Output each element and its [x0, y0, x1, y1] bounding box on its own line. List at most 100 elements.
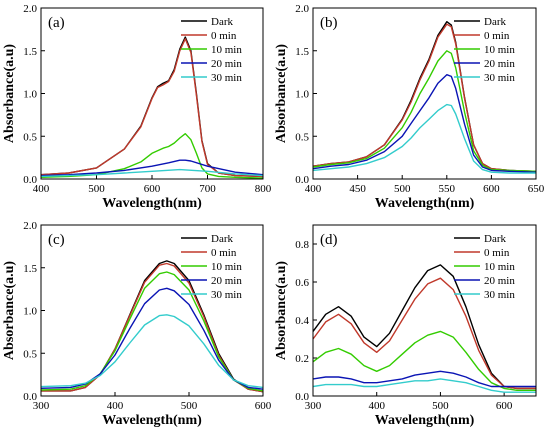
chart-panel: 300 400 500 600 0.0 0.2 0.4 0.6 0.8 (d) Wavelength…	[274, 224, 537, 428]
legend-label: Dark	[211, 233, 233, 245]
series-line	[41, 38, 263, 178]
x-tick-label: 400	[368, 400, 385, 412]
series-line	[313, 330, 536, 391]
x-tick-label: 600	[496, 400, 513, 412]
y-tick-label: 0.5	[23, 131, 37, 143]
chart-panel: 300 400 500 600 0.0 0.5 1.0 1.5 2.0 (c) Wavelength…	[2, 220, 272, 428]
x-tick-label: 500	[181, 400, 198, 412]
legend-label: 20 min	[484, 275, 515, 287]
series-line	[313, 103, 536, 174]
plot-frame	[40, 7, 264, 180]
series-group	[41, 36, 263, 179]
series-group	[313, 21, 536, 174]
series-line	[313, 73, 536, 173]
legend-label: 0 min	[484, 30, 510, 42]
legend-label: 0 min	[211, 247, 237, 259]
legend-label: 20 min	[484, 58, 515, 70]
legend-label: 30 min	[211, 289, 242, 301]
legend: Dark 0 min 10 min 20 min 30 min	[181, 233, 242, 301]
y-tick-label: 1.0	[23, 306, 37, 318]
legend: Dark 0 min 10 min 20 min 30 min	[454, 16, 515, 84]
legend-label: 20 min	[211, 58, 242, 70]
y-tick-label: 1.0	[295, 89, 309, 101]
series-group	[313, 264, 536, 393]
y-tick-label: 0.0	[295, 174, 309, 186]
x-tick-label: 500	[394, 183, 411, 195]
y-tick-label: 1.0	[23, 89, 37, 101]
legend-label: 30 min	[211, 72, 242, 84]
x-tick-label: 400	[305, 183, 322, 195]
chart-panel: 400 450 500 550 600 650 0.0 0.5 1.0 1.5 2.0 (b) Wave…	[274, 3, 545, 211]
x-tick-label: 400	[33, 183, 50, 195]
series-line	[41, 168, 263, 178]
series-group	[41, 260, 263, 393]
x-tick-label: 600	[483, 183, 500, 195]
y-tick-label: 0.5	[295, 131, 309, 143]
x-tick-label: 600	[255, 400, 272, 412]
series-line	[41, 159, 263, 177]
y-tick-label: 0.8	[295, 239, 309, 251]
y-axis-label: Absorbance(a.u)	[2, 44, 17, 144]
x-axis-label: Wavelength(nm)	[102, 413, 202, 428]
legend-label: 20 min	[211, 275, 242, 287]
y-tick-label: 0.0	[295, 391, 309, 403]
legend: Dark 0 min 10 min 20 min 30 min	[454, 233, 515, 301]
y-tick-label: 1.5	[295, 46, 309, 58]
y-tick-label: 0.4	[295, 315, 309, 327]
x-tick-label: 450	[349, 183, 366, 195]
y-tick-label: 0.2	[295, 353, 309, 365]
x-tick-label: 800	[255, 183, 272, 195]
y-tick-label: 2.0	[23, 3, 37, 15]
y-axis-label: Absorbance(a.u)	[2, 261, 17, 361]
x-axis-label: Wavelength(nm)	[102, 196, 202, 211]
y-tick-label: 0.0	[23, 174, 37, 186]
x-axis-label: Wavelength(nm)	[375, 196, 475, 211]
legend-label: 30 min	[484, 289, 515, 301]
x-tick-label: 700	[199, 183, 216, 195]
legend-label: Dark	[484, 16, 506, 28]
legend-label: 10 min	[211, 44, 242, 56]
x-tick-label: 600	[144, 183, 161, 195]
legend-label: Dark	[484, 233, 506, 245]
legend-label: 10 min	[211, 261, 242, 273]
y-tick-label: 0.0	[23, 391, 37, 403]
legend-label: 0 min	[211, 30, 237, 42]
x-axis-label: Wavelength(nm)	[375, 413, 475, 428]
panel-label: (d)	[320, 232, 338, 248]
series-line	[313, 264, 536, 390]
x-tick-label: 300	[305, 400, 322, 412]
y-tick-label: 2.0	[295, 3, 309, 15]
x-tick-label: 650	[528, 183, 545, 195]
series-line	[313, 50, 536, 172]
chart-panel: 400 500 600 700 800 0.0 0.5 1.0 1.5 2.0 (a) Wavelen…	[2, 3, 272, 211]
series-line	[41, 314, 263, 389]
legend-label: 10 min	[484, 261, 515, 273]
x-tick-label: 300	[33, 400, 50, 412]
y-axis-label: Absorbance(a.u)	[274, 44, 289, 144]
legend: Dark 0 min 10 min 20 min 30 min	[181, 16, 242, 84]
plot-frame	[312, 7, 537, 180]
y-tick-label: 0.6	[295, 277, 309, 289]
panel-label: (b)	[320, 15, 338, 31]
panel-label: (c)	[48, 232, 65, 248]
legend-label: 0 min	[484, 247, 510, 259]
y-tick-label: 1.5	[23, 263, 37, 275]
legend-label: Dark	[211, 16, 233, 28]
y-tick-label: 0.5	[23, 348, 37, 360]
series-line	[313, 370, 536, 388]
series-line	[313, 23, 536, 172]
series-line	[41, 287, 263, 390]
x-tick-label: 500	[88, 183, 105, 195]
plot-frame	[40, 224, 264, 397]
x-tick-label: 500	[432, 400, 449, 412]
series-line	[313, 277, 536, 390]
series-line	[41, 132, 263, 179]
legend-label: 30 min	[484, 72, 515, 84]
y-axis-label: Absorbance(a.u)	[274, 261, 289, 361]
panel-label: (a)	[48, 15, 65, 31]
series-line	[313, 378, 536, 393]
y-tick-label: 1.5	[23, 46, 37, 58]
y-tick-label: 2.0	[23, 220, 37, 232]
legend-label: 10 min	[484, 44, 515, 56]
